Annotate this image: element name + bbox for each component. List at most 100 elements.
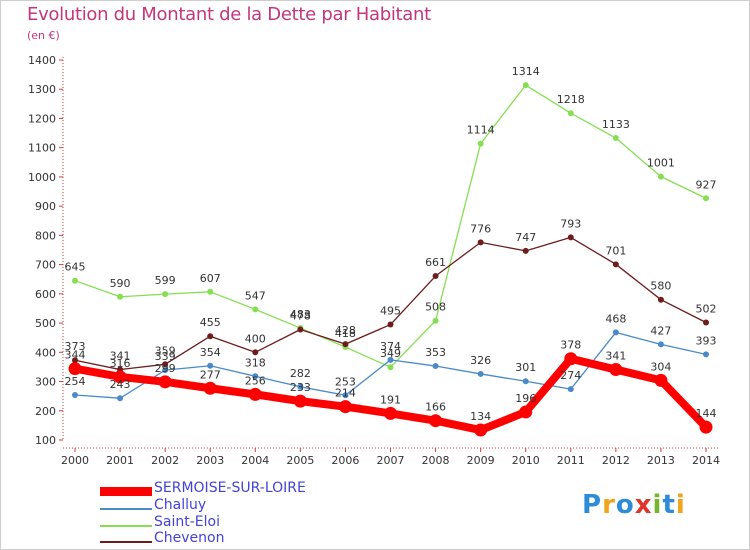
data-label: 607 xyxy=(200,272,221,285)
chart-title: Evolution du Montant de la Dette par Hab… xyxy=(27,4,431,25)
data-point xyxy=(162,361,169,368)
data-label: 378 xyxy=(560,339,581,352)
y-tick-label: 1200 xyxy=(28,112,56,125)
data-label: 282 xyxy=(290,367,311,380)
data-label: 256 xyxy=(245,374,266,387)
data-point xyxy=(429,414,443,428)
data-point xyxy=(432,363,439,370)
data-point xyxy=(657,173,664,180)
x-tick-label: 2006 xyxy=(331,454,359,467)
data-point xyxy=(657,341,664,348)
proxiti-logo: Proxiti xyxy=(582,490,686,520)
data-label: 166 xyxy=(425,401,446,414)
data-point xyxy=(387,321,394,328)
data-label: 645 xyxy=(65,261,86,274)
data-point xyxy=(703,195,709,202)
x-tick-label: 2001 xyxy=(106,454,134,467)
y-tick-label: 200 xyxy=(35,405,56,418)
data-point xyxy=(612,135,619,142)
data-point xyxy=(612,261,619,268)
data-label: 1133 xyxy=(602,118,630,131)
data-point xyxy=(477,239,484,246)
data-point xyxy=(72,277,78,284)
data-point xyxy=(248,387,262,401)
data-label: 191 xyxy=(380,393,401,406)
data-label: 599 xyxy=(155,274,176,287)
data-point xyxy=(207,288,214,295)
legend-swatch xyxy=(100,508,152,510)
x-tick-label: 2007 xyxy=(377,454,405,467)
data-label: 502 xyxy=(696,302,717,315)
legend-swatch xyxy=(100,541,152,543)
y-tick-label: 400 xyxy=(35,346,56,359)
data-point xyxy=(252,349,259,356)
data-label: 793 xyxy=(560,217,581,230)
data-point xyxy=(252,306,259,313)
data-point xyxy=(68,362,82,376)
data-point xyxy=(207,333,214,340)
data-label: 776 xyxy=(470,222,491,235)
data-point xyxy=(703,319,709,326)
data-point xyxy=(522,378,529,385)
data-label: 353 xyxy=(425,346,446,359)
data-point xyxy=(654,373,668,387)
data-label: 1001 xyxy=(647,157,675,170)
data-label: 1218 xyxy=(557,93,585,106)
data-label: 508 xyxy=(425,301,446,314)
data-label: 299 xyxy=(155,362,176,375)
data-point xyxy=(657,296,664,303)
data-label: 318 xyxy=(245,356,266,369)
data-label: 1114 xyxy=(467,124,495,137)
logo-letter: t xyxy=(662,490,676,520)
data-point xyxy=(432,273,439,280)
data-point xyxy=(207,362,214,369)
data-label: 341 xyxy=(605,350,626,363)
data-label: 196 xyxy=(515,392,536,405)
data-point xyxy=(162,367,169,374)
data-label: 418 xyxy=(335,327,356,340)
data-point xyxy=(387,364,394,371)
legend-item-sermoise: SERMOISE-SUR-LOIRE xyxy=(100,480,420,500)
logo-letter: i xyxy=(675,490,686,520)
data-point xyxy=(703,351,709,358)
data-label: 359 xyxy=(155,344,176,357)
data-label: 483 xyxy=(290,308,311,321)
data-label: 374 xyxy=(380,340,401,353)
data-point xyxy=(564,352,578,366)
x-tick-label: 2002 xyxy=(151,454,179,467)
data-label: 253 xyxy=(335,375,356,388)
data-label: 254 xyxy=(65,375,86,388)
data-label: 243 xyxy=(110,378,131,391)
data-label: 455 xyxy=(200,316,221,329)
legend-swatch xyxy=(100,525,152,527)
data-point xyxy=(162,291,169,298)
data-label: 354 xyxy=(200,346,221,359)
y-tick-label: 700 xyxy=(35,259,56,272)
data-point xyxy=(477,370,484,377)
data-label: 341 xyxy=(110,350,131,363)
data-label: 547 xyxy=(245,289,266,302)
chart-subtitle: (en €) xyxy=(27,29,60,42)
chart-axes: 100 200 300 400 500 600 700 800 900 1000 1100 1200 1… xyxy=(28,54,720,467)
series-layer xyxy=(68,82,713,437)
data-label: 233 xyxy=(290,381,311,394)
data-point xyxy=(522,247,529,254)
data-point xyxy=(384,406,397,420)
data-label: 747 xyxy=(515,231,536,244)
data-label: 373 xyxy=(65,340,86,353)
data-label: 349 xyxy=(380,347,401,360)
y-tick-label: 800 xyxy=(35,229,56,242)
x-tick-label: 2011 xyxy=(557,454,585,467)
logo-letter: r xyxy=(602,490,616,520)
data-point xyxy=(609,363,623,377)
data-point xyxy=(297,383,304,390)
data-point xyxy=(252,373,259,380)
data-point xyxy=(297,326,304,333)
legend-item-saint-eloi: Saint-Eloi xyxy=(100,514,420,534)
x-tick-label: 2009 xyxy=(467,454,495,467)
logo-letter: o xyxy=(615,490,635,520)
data-label: 393 xyxy=(696,334,717,347)
data-label: 277 xyxy=(200,368,221,381)
data-point xyxy=(158,375,172,389)
data-point xyxy=(567,386,574,393)
